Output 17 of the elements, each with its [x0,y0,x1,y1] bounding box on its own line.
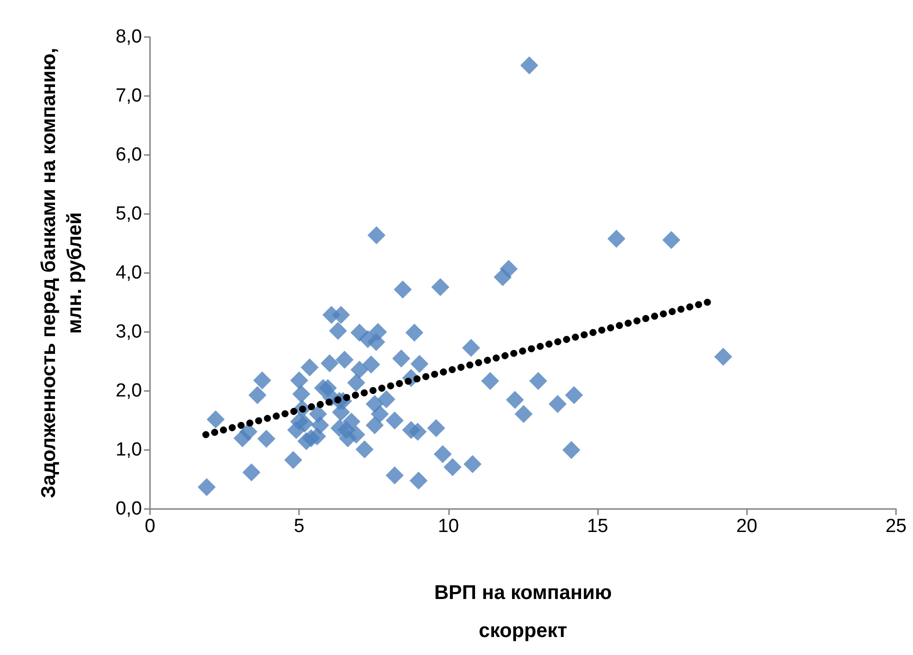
y-tick-label: 6,0 [116,144,142,166]
y-axis-title: Задолженность перед банками на компанию, млн. рублей [38,48,86,498]
y-tick-label: 0,0 [116,498,142,520]
x-tick-label: 0 [144,516,156,537]
x-tick-label: 25 [885,516,907,537]
y-tick-label: 2,0 [116,380,142,402]
y-tick-label: 7,0 [116,86,142,106]
x-tick-label: 15 [587,516,608,537]
x-tick-label: 5 [294,516,304,537]
y-tick-label: 8,0 [116,26,142,48]
x-axis-title: ВРП на компанию скоррект [434,582,612,642]
y-tick-label: 1,0 [116,440,142,460]
y-tick-label: 4,0 [116,262,142,284]
y-tick-label: 5,0 [116,204,142,224]
y-tick-label: 3,0 [116,322,142,342]
x-tick-label: 20 [736,516,758,537]
x-tick-label: 10 [438,516,459,537]
